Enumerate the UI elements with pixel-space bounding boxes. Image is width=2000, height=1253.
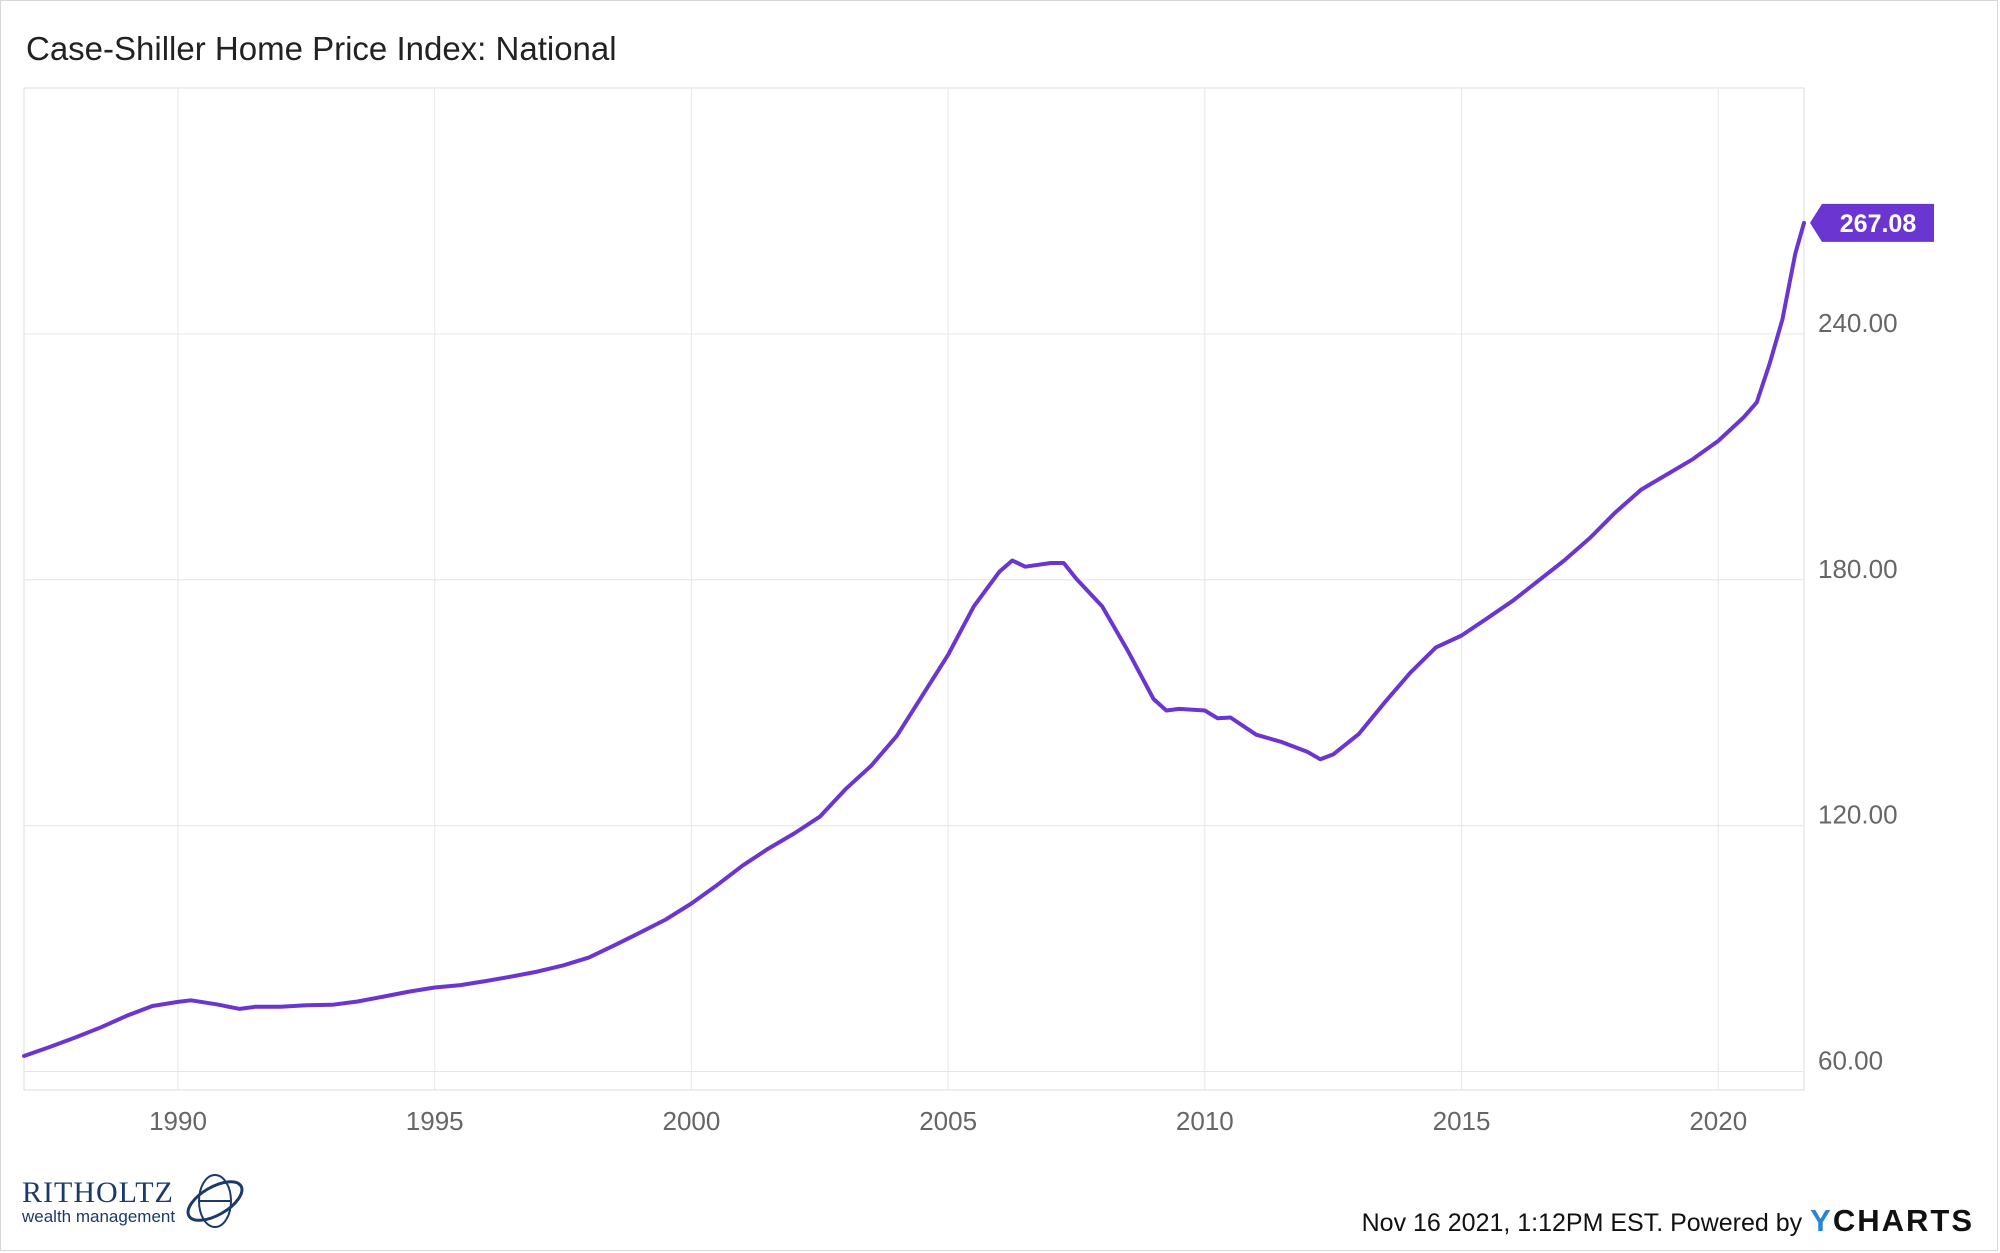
x-axis-ticks: 1990 1995 2000 2005 2010 2015 2020 [149, 1106, 1747, 1136]
brand-y: Y [1810, 1203, 1833, 1238]
x-tick-label: 2010 [1176, 1106, 1234, 1136]
x-tick-label: 2005 [919, 1106, 977, 1136]
ritholtz-logo: RITHOLTZ wealth management [22, 1169, 249, 1233]
ycharts-brand[interactable]: YCHARTS [1810, 1203, 1974, 1239]
x-tick-label: 2000 [663, 1106, 721, 1136]
y-tick-label: 60.00 [1818, 1046, 1883, 1076]
gridlines [23, 87, 1805, 1091]
series-line [22, 220, 1806, 1058]
x-tick-label: 1990 [149, 1106, 207, 1136]
y-tick-label: 240.00 [1818, 308, 1898, 338]
footer-timestamp: Nov 16 2021, 1:12PM EST. Powered by [1361, 1209, 1803, 1237]
y-tick-label: 120.00 [1818, 800, 1898, 830]
x-tick-label: 2020 [1689, 1106, 1747, 1136]
y-tick-label: 180.00 [1818, 554, 1898, 584]
x-tick-label: 1995 [406, 1106, 464, 1136]
plot-area [23, 87, 1805, 1091]
series-layer [22, 220, 1806, 1058]
last-value-badge: 267.08 [1810, 203, 1934, 242]
y-axis-ticks: 60.00 120.00 180.00 240.00 [1818, 308, 1898, 1076]
chart-footer: Nov 16 2021, 1:12PM EST. Powered by YCHA… [1362, 1203, 1974, 1239]
brand-rest: CHARTS [1832, 1203, 1974, 1238]
logo-name: RITHOLTZ [22, 1175, 174, 1209]
last-value-badge-shape [1810, 203, 1934, 242]
globe-emblem-icon [186, 1174, 244, 1228]
logo-subtitle: wealth management [22, 1206, 176, 1226]
last-value-label: 267.08 [1840, 210, 1917, 238]
chart-title: Case-Shiller Home Price Index: National [26, 30, 617, 67]
x-tick-label: 2015 [1433, 1106, 1491, 1136]
